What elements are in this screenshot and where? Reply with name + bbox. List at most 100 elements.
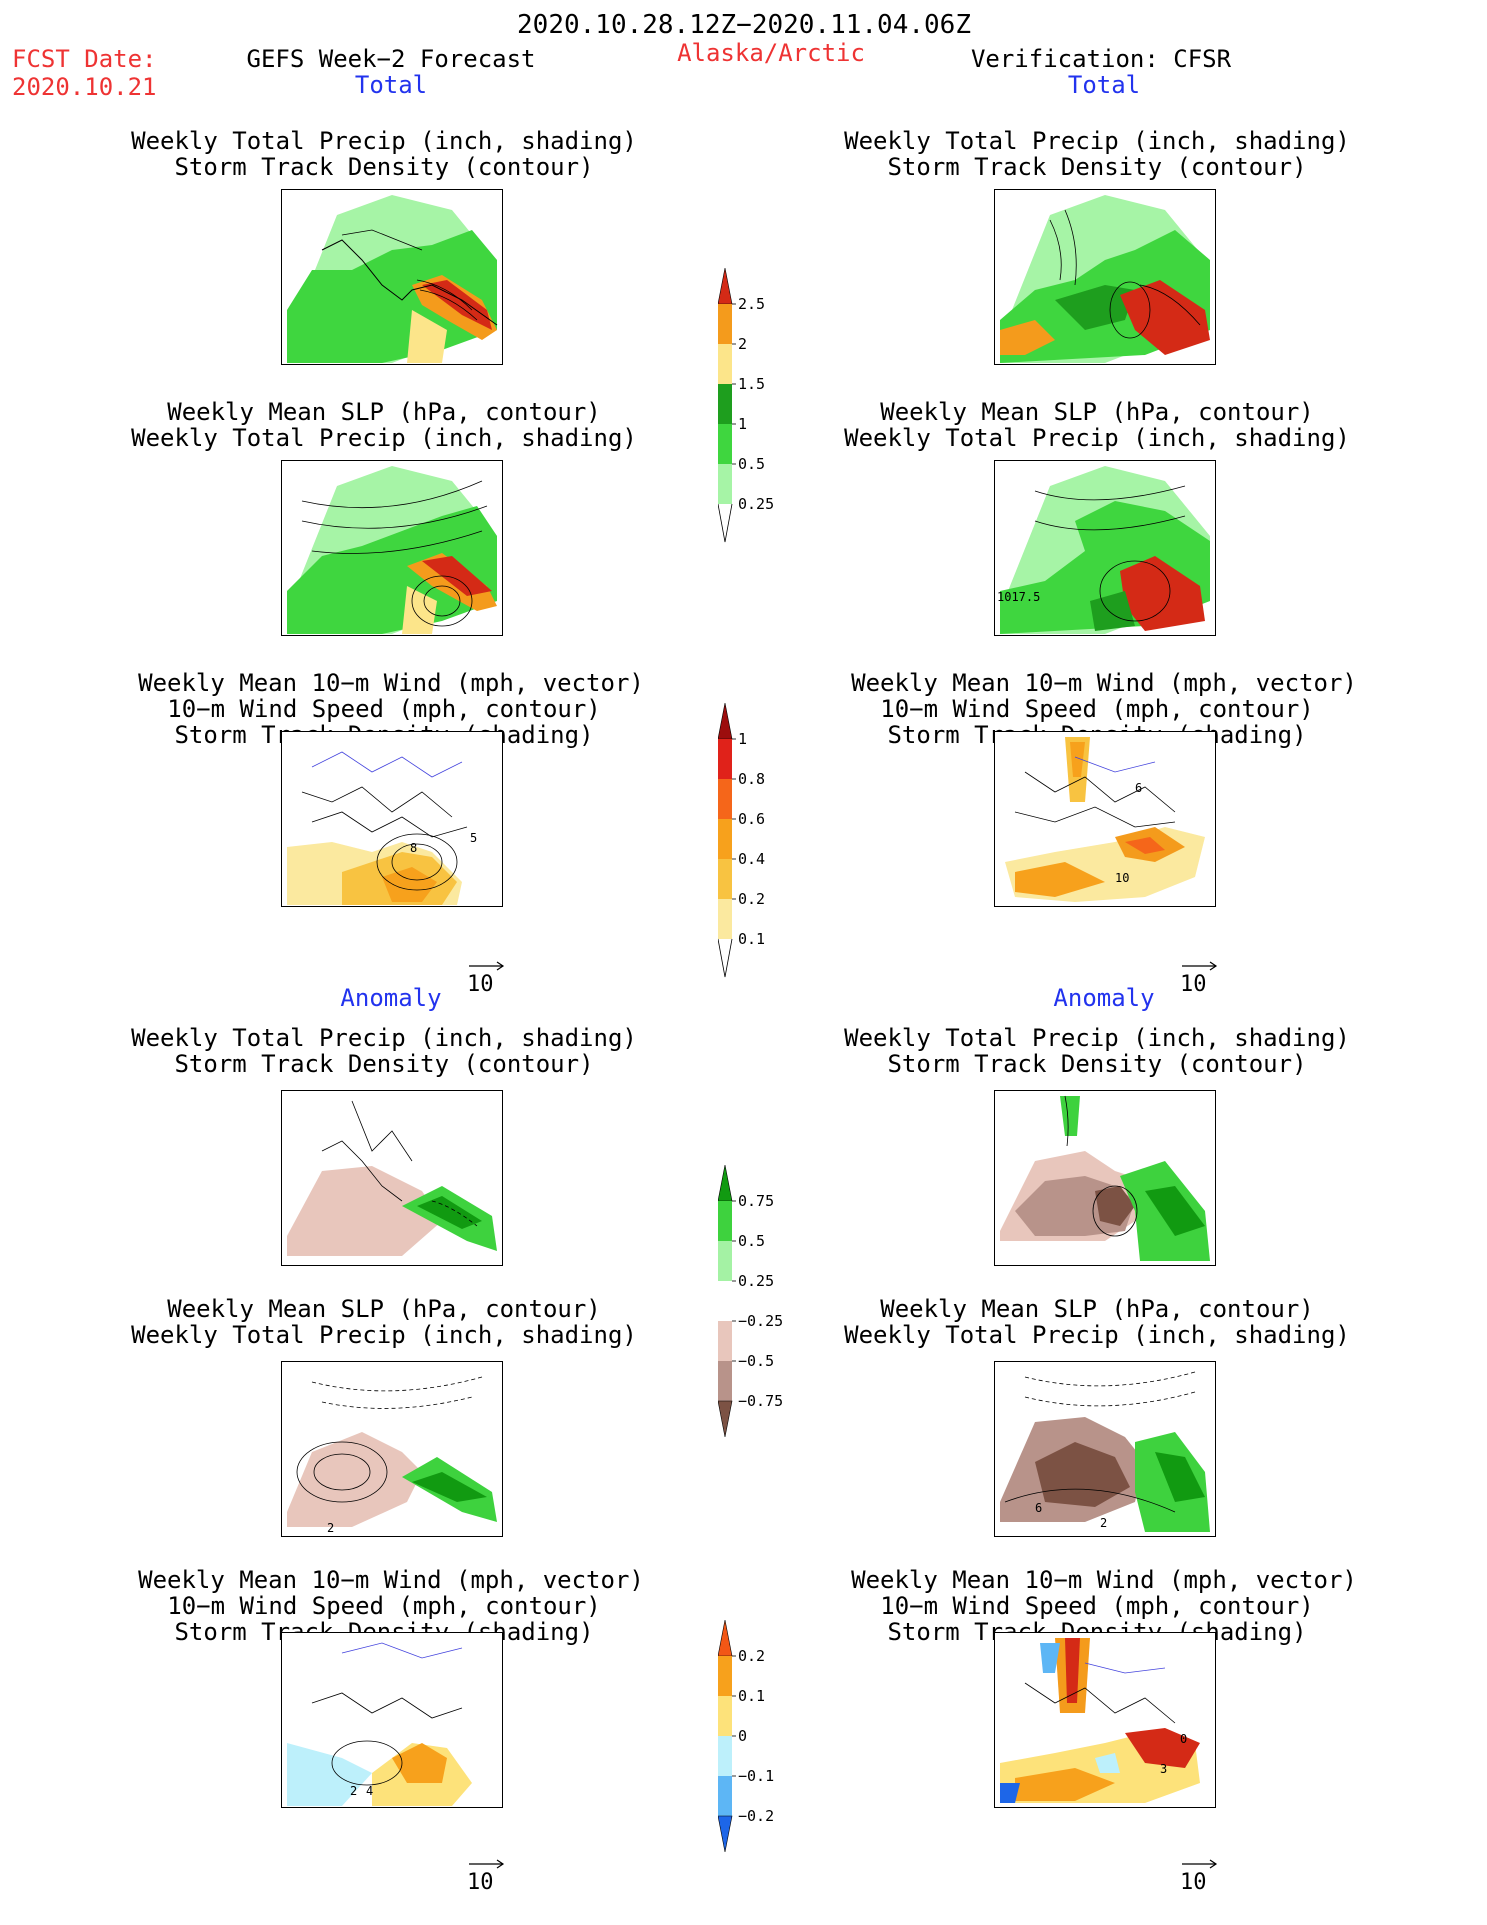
colorbar-label: 0.25 xyxy=(738,495,775,513)
panel-title-line: Weekly Total Precip (inch, shading) xyxy=(844,1024,1350,1052)
panel-title-line: Weekly Mean SLP (hPa, contour) xyxy=(167,398,601,426)
vector-reference-arrow xyxy=(467,1858,507,1898)
colorbar-segment xyxy=(718,859,732,899)
colorbar-label: 0.5 xyxy=(738,455,766,473)
forecast-column-title: GEFS Week−2 Forecast xyxy=(246,45,536,73)
colorbar-segment xyxy=(718,1736,732,1776)
vector-reference-label: 10 xyxy=(1180,1870,1207,1895)
colorbar-label: −0.5 xyxy=(738,1352,775,1370)
map-wind-track-verification-anomaly: 0 3 xyxy=(994,1632,1216,1808)
colorbar-label: 0.6 xyxy=(738,810,766,828)
colorbar-label: 1 xyxy=(738,415,748,433)
panel-title-line: Weekly Mean 10−m Wind (mph, vector) xyxy=(138,669,644,697)
panel-title-line: Weekly Mean SLP (hPa, contour) xyxy=(880,398,1314,426)
panel-title-line: 10−m Wind Speed (mph, contour) xyxy=(880,695,1314,723)
panel-title-line: 10−m Wind Speed (mph, contour) xyxy=(167,1592,601,1620)
panel-title-line: Weekly Mean 10−m Wind (mph, vector) xyxy=(851,669,1357,697)
colorbar-segment xyxy=(718,1201,732,1241)
map-wind-track-verification-total: 10 6 xyxy=(994,731,1216,907)
colorbar-label: 0.75 xyxy=(738,1192,775,1210)
colorbar-segment xyxy=(718,819,732,859)
fcst-date-value: 2020.10.21 xyxy=(12,73,157,101)
colorbar-label: 0 xyxy=(738,1727,748,1745)
panel-title-line: Weekly Total Precip (inch, shading) xyxy=(844,424,1350,452)
panel-title-line: Weekly Mean 10−m Wind (mph, vector) xyxy=(851,1566,1357,1594)
map-precip-track-forecast-total xyxy=(281,189,503,365)
colorbar-segment xyxy=(718,344,732,384)
colorbar-label: −0.25 xyxy=(738,1312,784,1330)
colorbar-segment xyxy=(718,1321,732,1361)
colorbar-label: 1.5 xyxy=(738,375,766,393)
map-slp-precip-forecast-anomaly: 2 xyxy=(281,1361,503,1537)
contour-label: 10 xyxy=(1115,871,1129,885)
section-anomaly-forecast: Anomaly xyxy=(340,984,442,1012)
colorbar-label: 1 xyxy=(738,730,748,748)
colorbar-top-triangle xyxy=(718,1165,733,1202)
panel-title-line: Weekly Mean SLP (hPa, contour) xyxy=(880,1295,1314,1323)
date-range-title: 2020.10.28.12Z−2020.11.04.06Z xyxy=(517,10,971,40)
vector-reference-arrow xyxy=(1180,1858,1220,1898)
colorbar-label: 0.1 xyxy=(738,1687,766,1705)
colorbar-segment xyxy=(718,1656,732,1696)
contour-label: 5 xyxy=(470,831,477,845)
map-slp-precip-verification-total: 1017.5 xyxy=(994,460,1216,636)
panel-title-line: Weekly Mean 10−m Wind (mph, vector) xyxy=(138,1566,644,1594)
colorbar-segment xyxy=(718,1696,732,1736)
panel-title-line: Weekly Mean SLP (hPa, contour) xyxy=(167,1295,601,1323)
colorbar-label: 2 xyxy=(738,335,748,353)
colorbar-segment xyxy=(718,1776,732,1816)
colorbar-label: 0.5 xyxy=(738,1232,766,1250)
colorbar-label: 2.5 xyxy=(738,295,766,313)
verification-column-title: Verification: CFSR xyxy=(970,45,1232,73)
colorbar-svg xyxy=(718,703,736,978)
panel-title-line: Storm Track Density (contour) xyxy=(174,1050,594,1078)
colorbar-svg xyxy=(718,268,736,543)
contour-label: 2 xyxy=(350,1784,357,1798)
map-precip-track-verification-anomaly xyxy=(994,1090,1216,1266)
colorbar-label: −0.75 xyxy=(738,1392,784,1410)
map-wind-track-forecast-anomaly: 2 4 xyxy=(281,1632,503,1808)
colorbar-label: −0.1 xyxy=(738,1767,775,1785)
colorbar-label: 0.1 xyxy=(738,930,766,948)
panel-title-line: Weekly Total Precip (inch, shading) xyxy=(131,127,637,155)
colorbar-segment xyxy=(718,1361,732,1401)
colorbar-svg xyxy=(718,1620,736,1852)
map-slp-precip-verification-anomaly: 6 2 xyxy=(994,1361,1216,1537)
panel-title-line: Storm Track Density (contour) xyxy=(174,153,594,181)
section-total-forecast: Total xyxy=(354,71,428,99)
panel-title-line: Storm Track Density (contour) xyxy=(887,153,1307,181)
vector-reference-arrow xyxy=(1180,960,1220,1000)
region-label: Alaska/Arctic xyxy=(677,39,865,67)
vector-reference-arrow xyxy=(467,960,507,1000)
colorbar-segment xyxy=(718,779,732,819)
colorbar-segment xyxy=(718,424,732,464)
colorbar-open-tail xyxy=(718,503,733,543)
map-wind-track-forecast-total: 8 5 xyxy=(281,731,503,907)
colorbar-segment xyxy=(718,1281,732,1321)
map-precip-track-verification-total xyxy=(994,189,1216,365)
contour-label: 0 xyxy=(1180,1732,1187,1746)
colorbar-segment xyxy=(718,1241,732,1281)
colorbar-label: 0.4 xyxy=(738,850,766,868)
colorbar-open-tail xyxy=(718,938,733,978)
colorbar-segment xyxy=(718,464,732,504)
contour-label: 6 xyxy=(1135,781,1142,795)
contour-label: 3 xyxy=(1160,1762,1167,1776)
contour-label: 4 xyxy=(366,1784,373,1798)
colorbar-label: 0.8 xyxy=(738,770,766,788)
colorbar-top-triangle xyxy=(718,703,733,740)
colorbar-top-triangle xyxy=(718,1620,733,1657)
panel-title-line: Weekly Total Precip (inch, shading) xyxy=(131,424,637,452)
colorbar-label: 0.2 xyxy=(738,1647,766,1665)
colorbar-segment xyxy=(718,899,732,939)
vector-reference-label: 10 xyxy=(467,1870,494,1895)
section-total-verification: Total xyxy=(1067,71,1141,99)
panel-title-line: Weekly Total Precip (inch, shading) xyxy=(844,1321,1350,1349)
vector-reference-label: 10 xyxy=(1180,972,1207,997)
panel-title-line: Weekly Total Precip (inch, shading) xyxy=(131,1321,637,1349)
contour-label: 1017.5 xyxy=(997,590,1040,604)
fcst-date-label: FCST Date: xyxy=(12,45,157,73)
colorbar-label: 0.25 xyxy=(738,1272,775,1290)
colorbar-top-triangle xyxy=(718,268,733,305)
map-slp-precip-forecast-total xyxy=(281,460,503,636)
